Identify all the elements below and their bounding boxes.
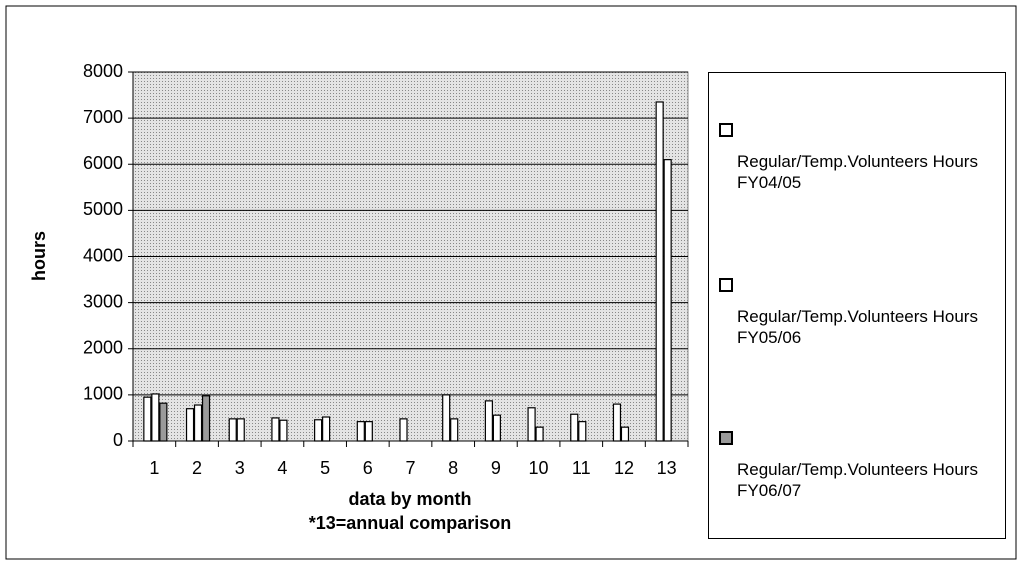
legend-label: Regular/Temp.Volunteers Hours FY06/07 [737,460,978,500]
bar [655,101,664,442]
bar [356,421,365,442]
bar [442,394,451,442]
bar [143,396,152,442]
legend-label: Regular/Temp.Volunteers Hours FY04/05 [737,152,978,192]
bar [314,419,323,442]
x-tick-label: 12 [614,458,634,478]
x-tick-label: 4 [277,458,287,478]
x-tick-label: 5 [320,458,330,478]
x-tick-label: 9 [491,458,501,478]
x-tick-label: 11 [572,458,591,478]
bar [159,402,168,442]
bar [578,421,587,442]
bar [193,404,203,442]
legend-entry: Regular/Temp.Volunteers Hours FY05/06 [719,278,999,348]
y-tick-label: 5000 [83,199,123,219]
bar [364,421,373,442]
x-tick-label: 8 [448,458,458,478]
legend-swatch [719,278,733,292]
legend-entry: Regular/Temp.Volunteers Hours FY04/05 [719,123,999,193]
x-tick-label: 10 [529,458,549,478]
bar [484,400,493,442]
y-tick-label: 0 [113,430,123,450]
chart-border [5,5,1017,560]
x-tick-label: 6 [363,458,373,478]
annotation: *13=annual comparison [309,513,512,533]
y-tick-label: 3000 [83,291,123,311]
x-tick-label: 13 [657,458,677,478]
legend-swatch [719,123,733,137]
legend-swatch [719,431,733,445]
bar [236,418,245,442]
bar [271,417,280,442]
y-tick-label: 6000 [83,153,123,173]
legend: Regular/Temp.Volunteers Hours FY04/05 Reg… [708,72,1006,539]
x-tick-label: 7 [405,458,415,478]
bar [612,403,622,442]
bar [570,413,579,442]
y-axis-label: hours [29,231,49,281]
bar [535,426,544,442]
y-tick-label: 4000 [83,245,123,265]
bar [322,416,331,442]
bar [527,407,536,442]
bar [450,418,459,442]
legend-label: Regular/Temp.Volunteers Hours FY05/06 [737,307,978,347]
legend-entry: Regular/Temp.Volunteers Hours FY06/07 [719,431,999,501]
bar [151,393,160,442]
x-axis-label: data by month [348,489,471,509]
x-tick-label: 1 [149,458,159,478]
bar [492,414,501,442]
bar [185,408,195,442]
bar [399,418,408,442]
y-tick-label: 7000 [83,107,123,127]
x-tick-label: 2 [192,458,202,478]
bar [228,418,237,442]
y-tick-label: 2000 [83,338,123,358]
bar [201,395,211,442]
x-tick-label: 3 [235,458,245,478]
bar [279,419,288,442]
bar [620,426,630,442]
y-tick-label: 1000 [83,384,123,404]
bar [663,159,672,442]
y-tick-label: 8000 [83,61,123,81]
